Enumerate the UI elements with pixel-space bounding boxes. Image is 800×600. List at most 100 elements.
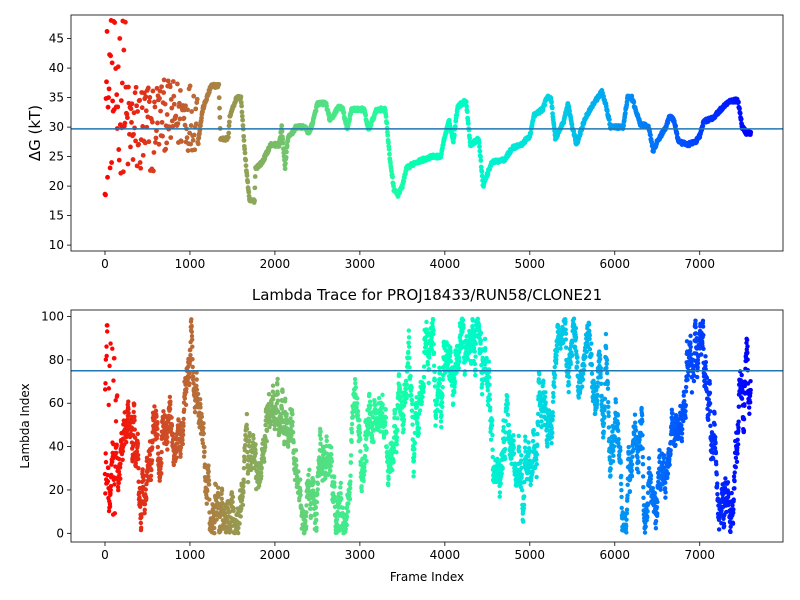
lambda-point — [298, 492, 303, 498]
lambda-point — [394, 449, 399, 455]
lambda-point — [406, 328, 412, 333]
lambda-point — [624, 517, 629, 522]
lambda-point — [438, 419, 444, 424]
lambda-point — [159, 449, 164, 455]
lambda-point — [290, 419, 295, 425]
lambda-point — [420, 394, 425, 400]
lambda-point — [332, 474, 337, 480]
lambda-point — [482, 336, 488, 342]
dg-point — [149, 119, 155, 125]
lambda-point — [550, 417, 555, 422]
lambda-point — [190, 374, 196, 379]
lambda-point — [534, 457, 539, 462]
lambda-point — [580, 377, 586, 382]
lambda-point — [354, 401, 360, 406]
lambda-point — [392, 409, 398, 414]
lambda-point — [132, 401, 137, 407]
lambda-point — [307, 467, 312, 472]
dg-point — [226, 119, 232, 125]
lambda-point — [537, 372, 542, 377]
x-tick-label: 1000 — [175, 257, 206, 271]
lambda-point — [589, 341, 594, 346]
lambda-point — [264, 438, 269, 444]
lambda-point — [488, 405, 493, 410]
dg-point — [104, 29, 110, 34]
lambda-point — [140, 467, 145, 472]
dg-point — [386, 146, 392, 152]
x-tick-label: 5000 — [515, 257, 546, 271]
lambda-point — [114, 442, 119, 447]
lambda-point — [507, 429, 512, 434]
lambda-point — [115, 393, 120, 398]
lambda-point — [275, 376, 280, 382]
lambda-point — [178, 445, 184, 450]
dg-point — [183, 103, 188, 109]
lambda-point — [189, 337, 195, 342]
lambda-point — [332, 484, 337, 489]
lambda-point — [368, 403, 373, 408]
lambda-point — [611, 453, 616, 458]
lambda-point — [328, 463, 334, 469]
dg-point — [284, 143, 290, 148]
lambda-point — [114, 450, 119, 456]
lambda-point — [186, 375, 192, 380]
dg-point — [125, 115, 130, 121]
lambda-point — [615, 421, 621, 426]
lambda-point — [615, 428, 621, 434]
lambda-point — [487, 392, 492, 397]
dg-point — [185, 107, 190, 113]
lambda-point — [575, 355, 580, 360]
dg-point — [112, 20, 118, 25]
lambda-point — [430, 317, 436, 322]
lambda-point — [486, 374, 492, 380]
dg-point — [178, 88, 183, 93]
lambda-point — [219, 488, 225, 493]
lambda-point — [447, 354, 453, 359]
dg-point — [243, 163, 249, 169]
y-tick-label: 15 — [49, 209, 64, 223]
dg-point — [114, 92, 120, 98]
lambda-point — [605, 400, 611, 405]
dg-point — [139, 105, 145, 111]
lambda-point — [551, 380, 556, 385]
lambda-point — [563, 319, 568, 325]
dg-point — [116, 147, 122, 152]
lambda-point — [611, 444, 617, 449]
lambda-point — [108, 487, 113, 493]
lambda-point — [357, 418, 362, 423]
dg-point — [140, 152, 146, 158]
lambda-point — [605, 386, 611, 391]
dg-point — [748, 129, 754, 135]
dg-point — [190, 137, 196, 143]
lambda-point — [116, 480, 121, 486]
dg-point — [191, 132, 197, 138]
lambda-point — [618, 448, 623, 453]
lambda-point — [113, 398, 118, 403]
dg-point — [166, 124, 172, 130]
lambda-point — [598, 381, 604, 386]
y-tick-label: 10 — [49, 238, 64, 252]
lambda-point — [563, 331, 569, 336]
lambda-point — [386, 482, 391, 488]
lambda-point — [350, 414, 356, 419]
lambda-point — [283, 396, 288, 402]
dg-point — [179, 139, 184, 144]
dg-point — [121, 47, 127, 53]
dg-point — [160, 133, 165, 139]
lambda-point — [552, 364, 557, 370]
dg-point — [187, 83, 193, 89]
lambda-point — [516, 444, 522, 449]
dg-point — [155, 120, 160, 126]
dg-point — [383, 114, 389, 119]
lambda-point — [353, 385, 358, 390]
lambda-point — [353, 380, 358, 386]
lambda-point — [244, 411, 250, 417]
lambda-point — [241, 483, 246, 489]
dg-point — [163, 146, 169, 152]
lambda-point — [206, 469, 211, 474]
lambda-point — [280, 389, 285, 395]
dg-point — [133, 84, 139, 90]
lambda-point — [241, 480, 247, 485]
lambda-point — [181, 407, 187, 412]
dg-point — [451, 132, 457, 138]
